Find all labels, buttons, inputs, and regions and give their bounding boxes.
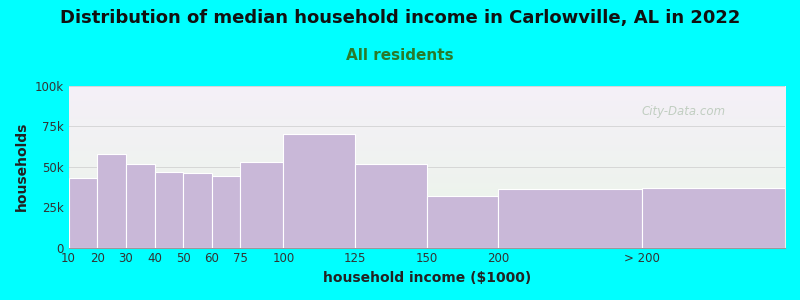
Text: City-Data.com: City-Data.com	[642, 105, 726, 119]
Bar	[498, 189, 642, 248]
Text: Distribution of median household income in Carlowville, AL in 2022: Distribution of median household income …	[60, 9, 740, 27]
Bar	[154, 172, 183, 248]
Bar	[642, 188, 785, 248]
Bar	[126, 164, 154, 247]
Bar	[69, 178, 98, 248]
Bar	[183, 173, 212, 247]
Bar	[355, 164, 426, 247]
Bar	[426, 196, 498, 248]
Bar	[98, 154, 126, 248]
Bar	[241, 162, 283, 247]
Text: All residents: All residents	[346, 48, 454, 63]
Bar	[212, 176, 241, 247]
X-axis label: household income ($1000): household income ($1000)	[322, 271, 531, 285]
Y-axis label: households: households	[15, 122, 29, 212]
Bar	[283, 134, 355, 248]
